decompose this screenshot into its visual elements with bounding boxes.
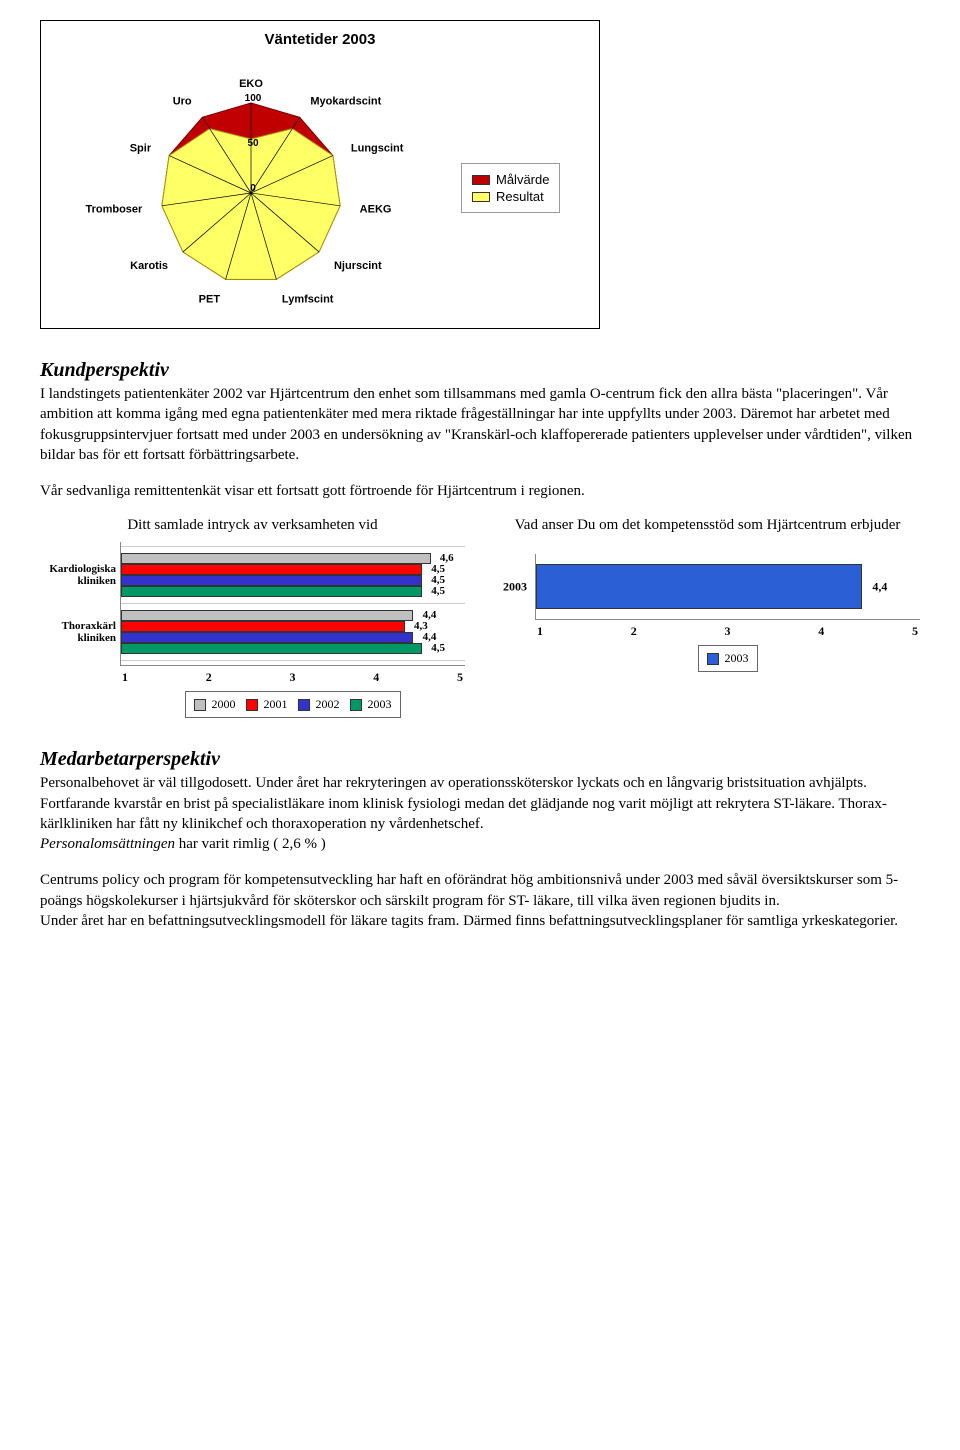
bar-category-label: Thoraxkärlkliniken	[46, 620, 116, 644]
paragraph: I landstingets patientenkäter 2002 var H…	[40, 384, 920, 465]
bar-value-label: 4,5	[431, 642, 445, 654]
bar: 4,4	[121, 632, 413, 643]
legend-label: 2003	[368, 697, 392, 712]
paragraph: Vår sedvanliga remittentenkät visar ett …	[40, 481, 920, 501]
x-tick: 5	[457, 670, 463, 685]
x-tick: 2	[631, 624, 637, 639]
x-tick: 1	[537, 624, 543, 639]
radar-chart: EKO Myokardscint Lungscint AEKG Njurscint Lym…	[51, 58, 451, 318]
bar: 4,5	[121, 643, 422, 654]
single-bar-chart: 2003 4,4	[535, 554, 920, 620]
radar-chart-title: Väntetider 2003	[51, 31, 589, 48]
bar: 4,5	[121, 575, 422, 586]
svg-text:AEKG: AEKG	[360, 204, 392, 216]
svg-text:Karotis: Karotis	[130, 260, 168, 272]
bar: 4,5	[121, 564, 422, 575]
bar-value-label: 4,5	[431, 585, 445, 597]
bar: 4,3	[121, 621, 405, 632]
chart-legend: 2003	[698, 645, 758, 672]
legend-label: 2000	[212, 697, 236, 712]
x-axis: 1 2 3 4 5	[535, 624, 920, 639]
bar: 4,4	[121, 610, 413, 621]
x-tick: 5	[912, 624, 918, 639]
chart-title: Vad anser Du om det kompetensstöd som Hj…	[495, 517, 920, 534]
bar-group: Thoraxkärlkliniken4,44,34,44,5	[121, 603, 465, 661]
svg-text:EKO: EKO	[239, 78, 263, 90]
legend-item: 2000	[194, 697, 236, 712]
legend-item: 2001	[246, 697, 288, 712]
x-axis: 1 2 3 4 5	[120, 670, 465, 685]
legend-item-malvarde: Målvärde	[472, 172, 549, 187]
legend-label: 2002	[316, 697, 340, 712]
bar: 4,5	[121, 586, 422, 597]
legend-label: Målvärde	[496, 172, 549, 187]
chart-kompetensstod: Vad anser Du om det kompetensstöd som Hj…	[495, 517, 920, 672]
svg-text:Uro: Uro	[173, 96, 192, 108]
svg-text:Lungscint: Lungscint	[351, 142, 404, 154]
legend-label: 2001	[264, 697, 288, 712]
svg-text:Tromboser: Tromboser	[85, 204, 143, 216]
svg-text:Spir: Spir	[130, 142, 152, 154]
bar-category-label: Kardiologiskakliniken	[46, 563, 116, 587]
chart-legend: 2000 2001 2002 2003	[185, 691, 401, 718]
legend-item: 2003	[350, 697, 392, 712]
x-tick: 4	[373, 670, 379, 685]
x-tick: 4	[818, 624, 824, 639]
bar-value-label: 4,4	[872, 579, 887, 594]
bar: 4,6	[121, 553, 431, 564]
x-tick: 3	[725, 624, 731, 639]
chart-title: Ditt samlade intryck av verksamheten vid	[40, 517, 465, 534]
bar-group: Kardiologiskakliniken4,64,54,54,5	[121, 546, 465, 603]
paragraph: Centrums policy och program för kompeten…	[40, 870, 920, 931]
section-heading-kundperspektiv: Kundperspektiv	[40, 359, 920, 382]
section-heading-medarbetarperspektiv: Medarbetarperspektiv	[40, 748, 920, 771]
radar-legend: Målvärde Resultat	[461, 163, 560, 213]
x-tick: 1	[122, 670, 128, 685]
legend-label: Resultat	[496, 189, 544, 204]
legend-label: 2003	[725, 651, 749, 666]
svg-text:Njurscint: Njurscint	[334, 260, 382, 272]
bar-category-label: 2003	[503, 579, 527, 594]
radar-chart-panel: Väntetider 2003 EKO Myokardscint Lungscint…	[40, 20, 600, 329]
paragraph: Personalbehovet är väl tillgodosett. Und…	[40, 773, 920, 854]
svg-text:100: 100	[245, 93, 262, 104]
svg-text:0: 0	[250, 183, 256, 194]
legend-item: 2002	[298, 697, 340, 712]
chart-samlade-intryck: Ditt samlade intryck av verksamheten vid…	[40, 517, 465, 718]
svg-text:Lymfscint: Lymfscint	[282, 293, 334, 305]
legend-item: 2003	[707, 651, 749, 666]
x-tick: 2	[206, 670, 212, 685]
svg-text:50: 50	[247, 138, 259, 149]
x-tick: 3	[290, 670, 296, 685]
svg-text:PET: PET	[199, 293, 221, 305]
svg-text:Myokardscint: Myokardscint	[310, 96, 381, 108]
legend-item-resultat: Resultat	[472, 189, 549, 204]
